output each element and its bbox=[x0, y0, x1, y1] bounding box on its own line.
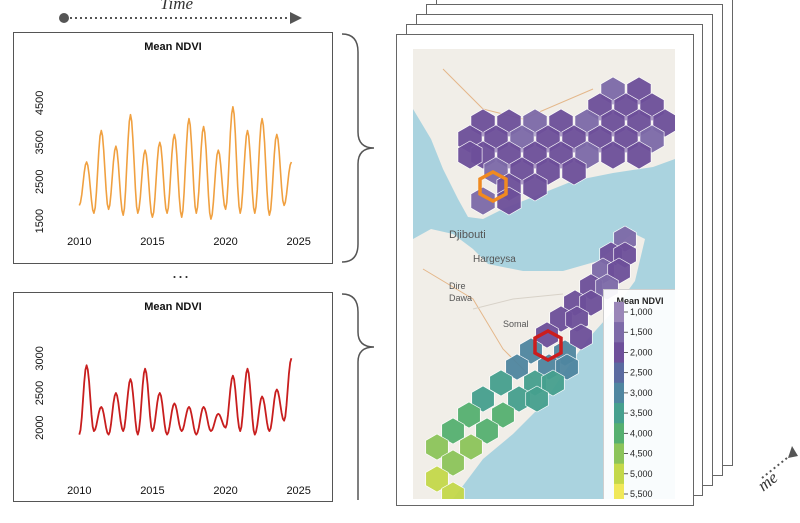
legend-tick-label: 1,000 bbox=[630, 307, 653, 317]
legend-color-swatch bbox=[614, 301, 624, 323]
series-line bbox=[78, 358, 293, 436]
hex-cell bbox=[505, 353, 529, 381]
hex-cell bbox=[555, 353, 579, 381]
line-chart-bottom: 2010 2015 2020 2025 2000 2500 3000 bbox=[34, 346, 311, 497]
map-label-djibouti: Djibouti bbox=[449, 229, 486, 241]
time-label: Time bbox=[160, 0, 194, 13]
hex-cell bbox=[471, 385, 495, 413]
legend-color-swatch bbox=[614, 362, 624, 384]
legend-color-swatch bbox=[614, 483, 624, 499]
hex-cell bbox=[569, 323, 593, 351]
chart-panel-bottom: Mean NDVI 2010 2015 2020 2025 2000 2500 3000 bbox=[13, 292, 333, 502]
hex-cell bbox=[561, 156, 587, 186]
highlight-hex-red bbox=[533, 329, 563, 362]
hex-cell bbox=[579, 289, 603, 317]
x-tick-label: 2020 bbox=[213, 236, 237, 248]
legend-tick-label: 4,500 bbox=[630, 449, 653, 459]
hex-cell bbox=[525, 385, 549, 413]
hex-cell-layer bbox=[425, 76, 675, 499]
chart-panel-top: Mean NDVI 2010 2015 2020 2025 1500 2500 3500 45… bbox=[13, 32, 333, 264]
legend-tick-label: 5,500 bbox=[630, 489, 653, 499]
hex-cell bbox=[489, 369, 513, 397]
hex-cell bbox=[475, 417, 499, 445]
legend-color-swatch bbox=[614, 403, 624, 424]
hex-cell bbox=[441, 481, 465, 499]
x-tick-label: 2025 bbox=[286, 485, 310, 497]
hex-cell bbox=[459, 433, 483, 461]
legend-tick-label: 2,000 bbox=[630, 347, 653, 357]
highlight-hex-orange bbox=[478, 170, 508, 203]
map-view: Djibouti Hargeysa Dire Dawa Somal Mean N… bbox=[413, 49, 675, 499]
legend-color-swatch bbox=[614, 443, 624, 465]
map-label-somal: Somal bbox=[503, 319, 529, 329]
legend-tick-label: 5,000 bbox=[630, 469, 653, 479]
x-tick-label: 2010 bbox=[67, 236, 91, 248]
hex-cell bbox=[441, 417, 465, 445]
chart-title-bottom: Mean NDVI bbox=[144, 301, 202, 313]
hex-cell bbox=[535, 321, 559, 349]
map-frame-front: Djibouti Hargeysa Dire Dawa Somal Mean N… bbox=[396, 34, 694, 506]
legend-tick-label: 4,000 bbox=[630, 428, 653, 438]
separator-dots: ... bbox=[172, 262, 191, 282]
hex-cell bbox=[457, 401, 481, 429]
legend-color-swatch bbox=[614, 463, 624, 485]
map-legend: Mean NDVI 1,000 1,500 2,000 2,500 3,000 3,500… bbox=[603, 289, 675, 499]
y-tick-label: 1500 bbox=[34, 209, 46, 233]
legend-color-swatch bbox=[614, 322, 624, 343]
legend-title: Mean NDVI bbox=[616, 296, 664, 306]
legend-tick-label: 1,500 bbox=[630, 327, 653, 337]
side-time-arrow bbox=[761, 446, 798, 479]
series-line bbox=[78, 106, 293, 220]
hex-cell bbox=[425, 465, 449, 493]
brace-top bbox=[341, 33, 375, 263]
legend-colorbar: 1,000 1,500 2,000 2,500 3,000 3,500 4,000 4,500… bbox=[614, 301, 653, 499]
y-tick-label: 2000 bbox=[34, 415, 46, 439]
hex-cell bbox=[425, 433, 449, 461]
hex-cell bbox=[457, 140, 483, 170]
legend-tick-label: 2,500 bbox=[630, 368, 653, 378]
line-chart-top: 2010 2015 2020 2025 1500 2500 3500 4500 bbox=[34, 91, 311, 248]
x-tick-label: 2020 bbox=[213, 485, 237, 497]
x-tick-label: 2025 bbox=[286, 236, 310, 248]
y-tick-label: 4500 bbox=[34, 91, 46, 115]
legend-color-swatch bbox=[614, 423, 624, 444]
legend-tick-label: 3,500 bbox=[630, 408, 653, 418]
hex-cell bbox=[600, 140, 626, 170]
hex-cell bbox=[626, 140, 652, 170]
hex-cell bbox=[441, 449, 465, 477]
legend-tick-label: 3,000 bbox=[630, 388, 653, 398]
legend-color-swatch bbox=[614, 342, 624, 364]
x-tick-label: 2015 bbox=[140, 485, 164, 497]
map-label-hargeysa: Hargeysa bbox=[473, 254, 516, 265]
map-label-dire: Dire bbox=[449, 281, 466, 291]
y-tick-label: 2500 bbox=[34, 381, 46, 405]
time-arrow-graphic bbox=[59, 12, 302, 24]
y-tick-label: 3500 bbox=[34, 130, 46, 154]
hex-cell bbox=[541, 369, 565, 397]
chart-title-top: Mean NDVI bbox=[144, 41, 202, 53]
hex-cell bbox=[470, 186, 496, 216]
legend-color-swatch bbox=[614, 382, 624, 404]
x-tick-label: 2015 bbox=[140, 236, 164, 248]
time-arrow bbox=[58, 0, 308, 34]
hex-cell bbox=[491, 401, 515, 429]
x-tick-label: 2010 bbox=[67, 485, 91, 497]
hex-cell bbox=[522, 172, 548, 202]
brace-bottom bbox=[341, 293, 375, 500]
y-tick-label: 2500 bbox=[34, 169, 46, 193]
y-tick-label: 3000 bbox=[34, 346, 46, 370]
map-label-dawa: Dawa bbox=[449, 293, 473, 303]
